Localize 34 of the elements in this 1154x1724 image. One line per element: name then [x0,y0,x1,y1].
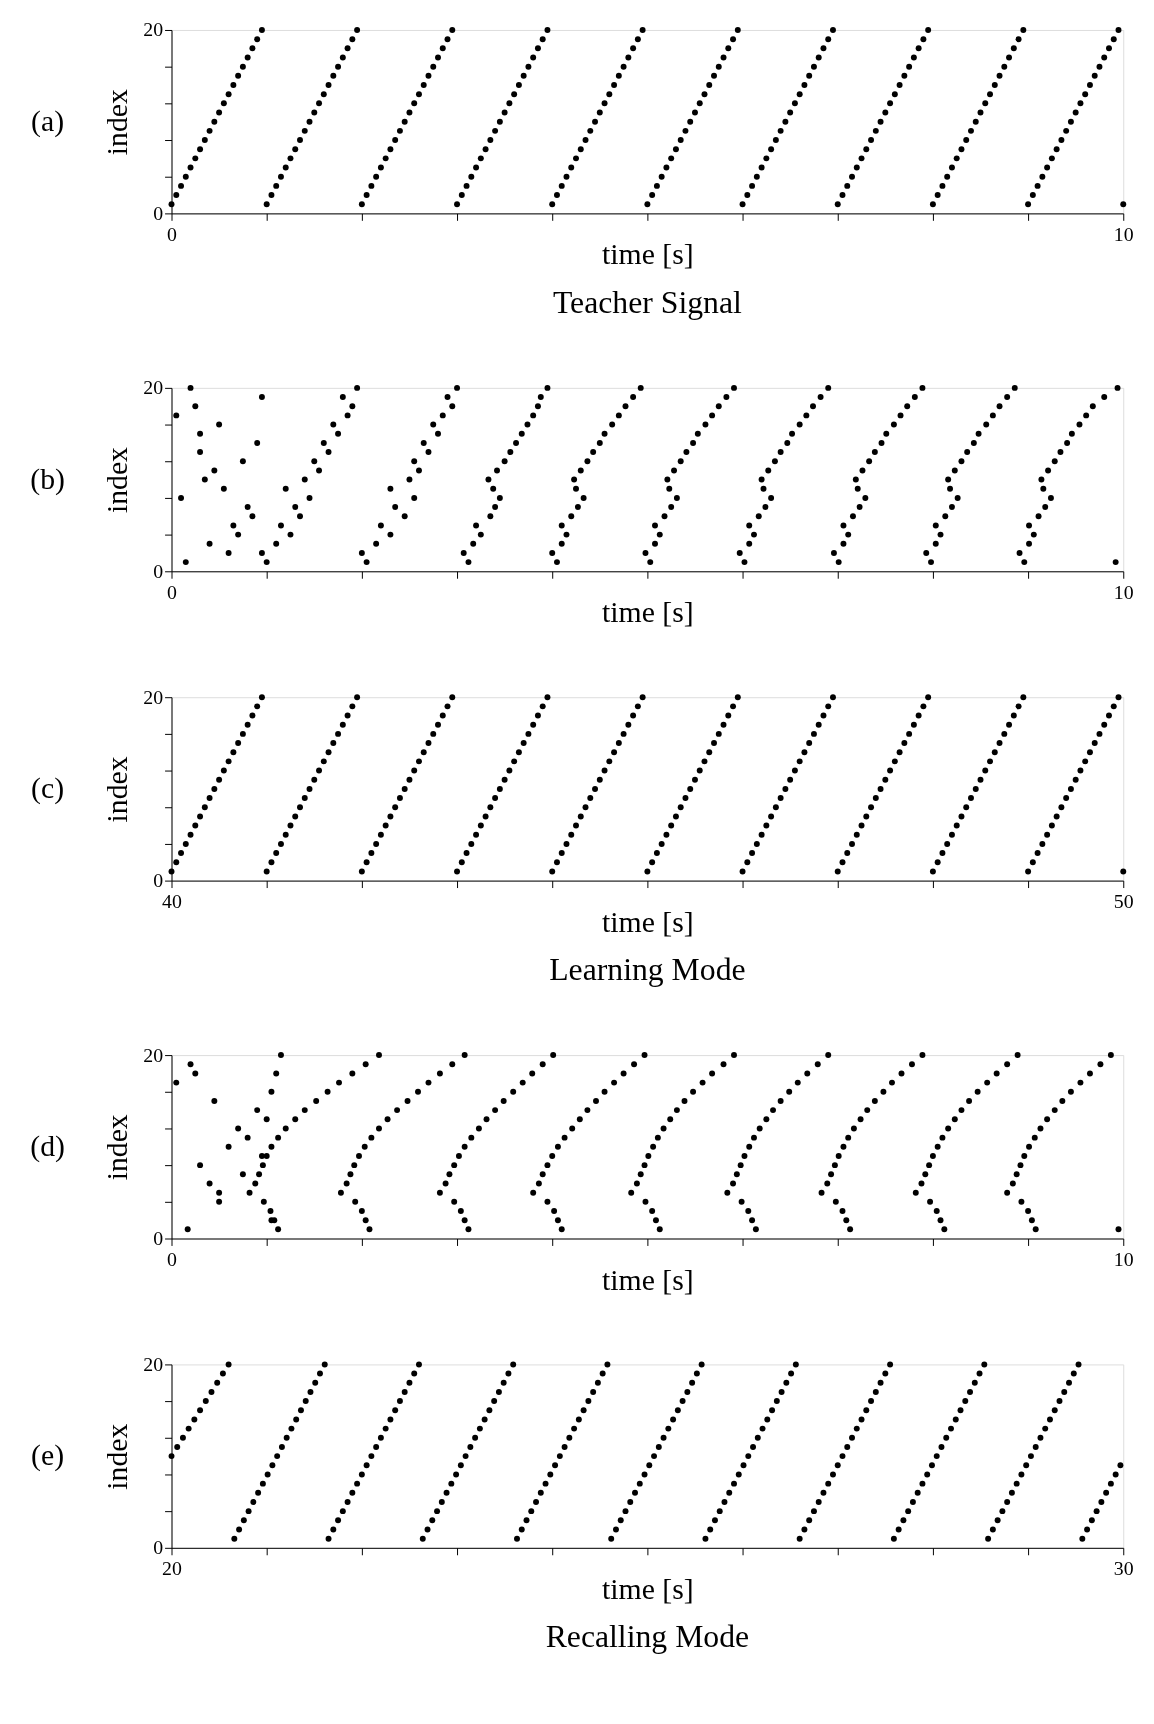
y-axis-title: index [100,89,134,156]
y-axis-title: index [100,1423,134,1490]
text: Learning Mode [549,951,746,987]
text: Recalling Mode [545,1618,750,1654]
x-tick-label: 30 [1113,1557,1134,1580]
x-tick-label: 10 [1113,1247,1134,1270]
text: (d) [30,1128,65,1163]
text: (a) [31,103,65,138]
y-tick-label: 20 [143,1352,164,1375]
text: (c) [31,770,65,805]
x-tick-label: 50 [1113,889,1134,912]
x-axis-title: time [s] [602,595,694,629]
x-tick-label: 10 [1113,222,1134,245]
y-tick-label: 0 [153,869,164,892]
x-axis-title: time [s] [602,1571,694,1605]
y-tick-label: 20 [143,685,164,708]
y-axis-title: index [100,756,134,823]
y-axis-title: index [100,1114,134,1181]
y-tick-label: 20 [143,376,164,399]
y-tick-label: 20 [143,18,164,41]
y-axis-title: index [100,446,134,514]
y-tick-label: 20 [143,1043,164,1066]
x-axis-title: time [s] [602,904,694,938]
x-tick-label: 10 [1113,580,1134,603]
text: Teacher Signal [552,284,743,320]
x-axis-title: time [s] [602,1262,694,1296]
y-tick-label: 0 [153,201,164,224]
x-axis-title: time [s] [602,237,694,271]
x-tick-label: 40 [162,889,183,912]
text: (e) [31,1438,65,1473]
y-tick-label: 0 [153,1536,164,1559]
y-tick-label: 0 [153,559,164,582]
text: (b) [30,461,65,496]
y-tick-label: 0 [153,1226,164,1249]
